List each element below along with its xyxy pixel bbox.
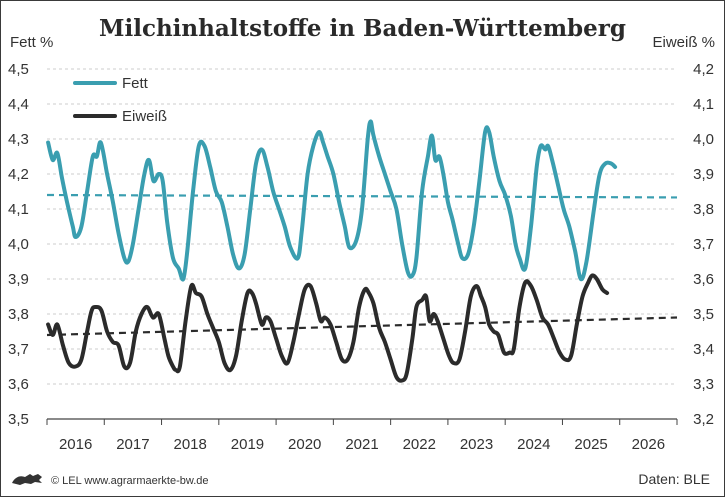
source-note: Daten: BLE bbox=[638, 471, 710, 487]
x-tick-label: 2022 bbox=[403, 436, 436, 453]
x-tick-label: 2024 bbox=[517, 436, 550, 453]
fett-series-line bbox=[46, 119, 618, 282]
y-tick-label-right: 4,0 bbox=[693, 131, 714, 148]
legend-label: Fett bbox=[122, 75, 149, 92]
y-tick-label-left: 4,0 bbox=[8, 236, 29, 253]
legend-label: Eiweiß bbox=[122, 108, 167, 125]
eiweiss-trend-line bbox=[46, 316, 678, 337]
x-tick-label: 2020 bbox=[288, 436, 321, 453]
y-tick-label-right: 3,9 bbox=[693, 166, 714, 183]
x-tick-label: 2026 bbox=[632, 436, 665, 453]
eiweiss-series-line bbox=[46, 273, 610, 383]
x-tick-label: 2023 bbox=[460, 436, 493, 453]
y-tick-label-left: 3,9 bbox=[8, 271, 29, 288]
left-axis-label: Fett % bbox=[10, 34, 54, 51]
y-tick-label-right: 4,1 bbox=[693, 96, 714, 113]
credit: © LEL www.agrarmaerkte-bw.de bbox=[11, 471, 209, 490]
y-tick-label-left: 4,3 bbox=[8, 131, 29, 148]
y-tick-label-right: 3,2 bbox=[693, 411, 714, 428]
x-tick-label: 2017 bbox=[116, 436, 149, 453]
y-tick-label-left: 4,5 bbox=[8, 61, 29, 78]
x-tick-label: 2016 bbox=[59, 436, 92, 453]
y-tick-label-left: 4,4 bbox=[8, 96, 29, 113]
y-tick-label-left: 4,2 bbox=[8, 166, 29, 183]
y-tick-label-right: 3,6 bbox=[693, 271, 714, 288]
y-tick-label-left: 3,5 bbox=[8, 411, 29, 428]
x-tick-label: 2021 bbox=[345, 436, 378, 453]
y-tick-label-right: 3,5 bbox=[693, 306, 714, 323]
x-tick-label: 2018 bbox=[173, 436, 206, 453]
y-tick-label-left: 3,6 bbox=[8, 376, 29, 393]
x-tick-label: 2019 bbox=[231, 436, 264, 453]
y-tick-label-right: 4,2 bbox=[693, 61, 714, 78]
y-tick-label-left: 3,8 bbox=[8, 306, 29, 323]
right-axis-label: Eiweiß % bbox=[652, 34, 715, 51]
y-tick-label-right: 3,3 bbox=[693, 376, 714, 393]
y-tick-label-left: 4,1 bbox=[8, 201, 29, 218]
y-tick-label-right: 3,4 bbox=[693, 341, 714, 358]
y-tick-label-right: 3,8 bbox=[693, 201, 714, 218]
lion-logo-icon bbox=[11, 471, 45, 490]
chart-title: Milchinhaltstoffe in Baden-Württemberg bbox=[99, 15, 626, 42]
credit-text: © LEL www.agrarmaerkte-bw.de bbox=[51, 474, 209, 487]
y-tick-label-right: 3,7 bbox=[693, 236, 714, 253]
y-tick-label-left: 3,7 bbox=[8, 341, 29, 358]
x-tick-label: 2025 bbox=[574, 436, 607, 453]
